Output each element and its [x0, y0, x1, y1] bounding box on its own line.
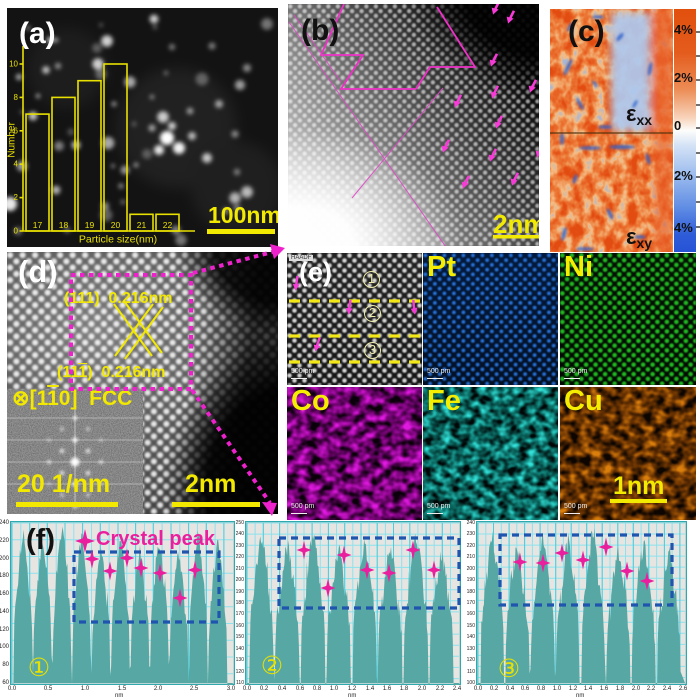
svg-text:22: 22	[163, 220, 173, 230]
svg-text:6: 6	[14, 126, 19, 135]
svg-text:21: 21	[137, 220, 147, 230]
svg-text:0: 0	[14, 227, 19, 236]
svg-text:③: ③	[498, 655, 520, 683]
svg-text:10: 10	[9, 60, 18, 69]
svg-text:2: 2	[14, 193, 19, 202]
svg-text:18: 18	[59, 220, 69, 230]
svg-text:①: ①	[28, 654, 50, 682]
svg-text:20: 20	[111, 220, 121, 230]
svg-text:19: 19	[85, 220, 95, 230]
svg-text:Particle size(nm): Particle size(nm)	[79, 234, 157, 246]
svg-text:100nm: 100nm	[208, 202, 278, 228]
svg-text:②: ②	[261, 652, 283, 680]
svg-text:8: 8	[14, 93, 19, 102]
svg-text:4: 4	[14, 160, 19, 169]
svg-text:Number: Number	[7, 122, 18, 158]
svg-text:17: 17	[33, 220, 43, 230]
svg-text:2nm: 2nm	[493, 209, 539, 239]
